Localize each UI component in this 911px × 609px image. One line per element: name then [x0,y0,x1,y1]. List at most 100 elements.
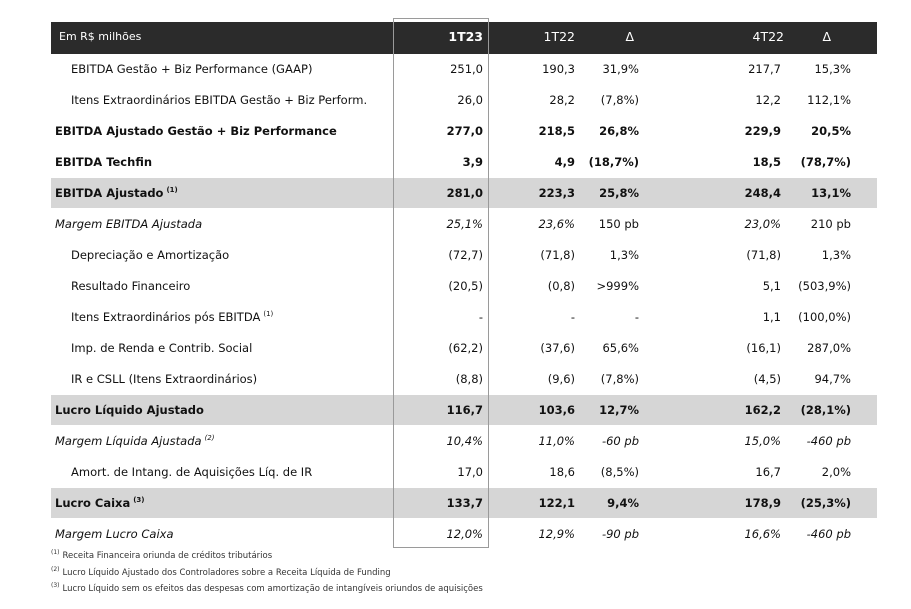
row-label: Amort. de Intang. de Aquisições Líq. de … [71,465,312,479]
row-label: Margem Lucro Caixa [55,527,174,541]
table-cell: 9,4% [549,496,639,510]
footnote-mark: (1) [51,549,60,556]
footnote-mark: (3) [51,582,60,589]
table-cell: (28,1%) [761,403,851,417]
table-cell: (62,2) [393,341,483,355]
table-cell: (8,8) [393,372,483,386]
row-label: EBITDA Gestão + Biz Performance (GAAP) [71,62,312,76]
row-label-text: Depreciação e Amortização [71,248,229,262]
table-cell: -90 pb [549,527,639,541]
header-col-4t22: 4T22 [724,29,784,44]
footnote-text: Lucro Líquido Ajustado dos Controladores… [63,568,391,578]
table-cell: 26,0 [393,93,483,107]
table-row: Margem EBITDA Ajustada 25,1% 23,6% 150 pb 23… [51,209,877,239]
footnote-text: Lucro Líquido sem os efeitos das despesa… [63,584,483,594]
table-cell: (503,9%) [761,279,851,293]
row-label-text: Lucro Líquido Ajustado [55,403,204,417]
table-cell: 15,3% [761,62,851,76]
table-row: Itens Extraordinários pós EBITDA (1) - - -1,… [51,302,877,332]
table-row: Margem Líquida Ajustada (2) 10,4% 11,0% -60 … [51,426,877,456]
table-row: EBITDA Ajustado (1) 281,0 223,3 25,8% 248,4 13… [51,178,877,208]
table-header: Em R$ milhões 1T23 1T22 Δ 4T22 Δ [51,22,877,54]
table-cell: - [393,310,483,324]
row-label-text: IR e CSLL (Itens Extraordinários) [71,372,257,386]
row-label: EBITDA Ajustado Gestão + Biz Performance [55,124,337,138]
table-cell: >999% [549,279,639,293]
row-label: Lucro Caixa (3) [55,496,145,510]
table-cell: 12,0% [393,527,483,541]
table-cell: 17,0 [393,465,483,479]
table-cell: (20,5) [393,279,483,293]
header-col-delta-1: Δ [594,29,634,44]
table-row: Resultado Financeiro (20,5) (0,8) >999% 5,1(… [51,271,877,301]
header-col-delta-2: Δ [791,29,831,44]
table-cell: 1,3% [549,248,639,262]
footnote-marker: (1) [166,186,177,194]
table-row: Itens Extraordinários EBITDA Gestão + Bi… [51,85,877,115]
header-col-1t23: 1T23 [423,29,483,44]
table-cell: 25,8% [549,186,639,200]
table-row: Lucro Líquido Ajustado 116,7 103,6 12,7% 162… [51,395,877,425]
table-cell: 65,6% [549,341,639,355]
header-label: Em R$ milhões [59,30,141,43]
row-label-text: Itens Extraordinários EBITDA Gestão + Bi… [71,93,367,107]
row-label-text: EBITDA Ajustado Gestão + Biz Performance [55,124,337,138]
row-label-text: Margem EBITDA Ajustada [55,217,202,231]
table-cell: -60 pb [549,434,639,448]
table-cell: 31,9% [549,62,639,76]
header-col-1t22: 1T22 [515,29,575,44]
table-cell: 116,7 [393,403,483,417]
row-label: Depreciação e Amortização [71,248,229,262]
row-label: EBITDA Ajustado (1) [55,186,178,200]
row-label: Margem Líquida Ajustada (2) [55,434,215,448]
table-cell: 20,5% [761,124,851,138]
footnote-marker: (1) [263,310,273,318]
table-cell: (18,7%) [549,155,639,169]
table-cell: 150 pb [549,217,639,231]
table-cell: -460 pb [761,434,851,448]
table-cell: 251,0 [393,62,483,76]
footnote-marker: (3) [133,496,144,504]
row-label: EBITDA Techfin [55,155,152,169]
table-cell: 94,7% [761,372,851,386]
table-cell: -460 pb [761,527,851,541]
table-row: IR e CSLL (Itens Extraordinários) (8,8) (9… [51,364,877,394]
table-cell: (72,7) [393,248,483,262]
table-row: Lucro Caixa (3) 133,7 122,1 9,4% 178,9 (25,3%) [51,488,877,518]
row-label: Imp. de Renda e Contrib. Social [71,341,252,355]
table-cell: 10,4% [393,434,483,448]
row-label-text: Margem Líquida Ajustada [55,434,202,448]
row-label-text: EBITDA Ajustado [55,186,163,200]
table-cell: 281,0 [393,186,483,200]
table-cell: 210 pb [761,217,851,231]
table-row: EBITDA Gestão + Biz Performance (GAAP) 25… [51,54,877,84]
table-cell: - [549,310,639,324]
table-row: Depreciação e Amortização (72,7) (71,8) 1,3… [51,240,877,270]
table-row: Margem Lucro Caixa 12,0% 12,9% -90 pb 16,6% -… [51,519,877,549]
table-cell: (8,5%) [549,465,639,479]
table-cell: (7,8%) [549,372,639,386]
row-label-text: Resultado Financeiro [71,279,190,293]
table-row: Amort. de Intang. de Aquisições Líq. de … [51,457,877,487]
table-cell: (100,0%) [761,310,851,324]
table-cell: (25,3%) [761,496,851,510]
row-label-text: Margem Lucro Caixa [55,527,174,541]
table-cell: 133,7 [393,496,483,510]
footnote: (1) Receita Financeira oriunda de crédito… [51,549,272,561]
table-row: Imp. de Renda e Contrib. Social (62,2) (37… [51,333,877,363]
footnote-text: Receita Financeira oriunda de créditos t… [63,551,273,561]
table-cell: 3,9 [393,155,483,169]
row-label-text: EBITDA Techfin [55,155,152,169]
table-cell: 112,1% [761,93,851,107]
table-cell: (78,7%) [761,155,851,169]
row-label: Margem EBITDA Ajustada [55,217,202,231]
table-cell: (7,8%) [549,93,639,107]
row-label-text: Lucro Caixa [55,496,130,510]
table-cell: 25,1% [393,217,483,231]
row-label-text: EBITDA Gestão + Biz Performance (GAAP) [71,62,312,76]
row-label: Itens Extraordinários EBITDA Gestão + Bi… [71,93,367,107]
table-cell: 26,8% [549,124,639,138]
row-label-text: Amort. de Intang. de Aquisições Líq. de … [71,465,312,479]
table-cell: 13,1% [761,186,851,200]
row-label: Itens Extraordinários pós EBITDA (1) [71,310,273,324]
